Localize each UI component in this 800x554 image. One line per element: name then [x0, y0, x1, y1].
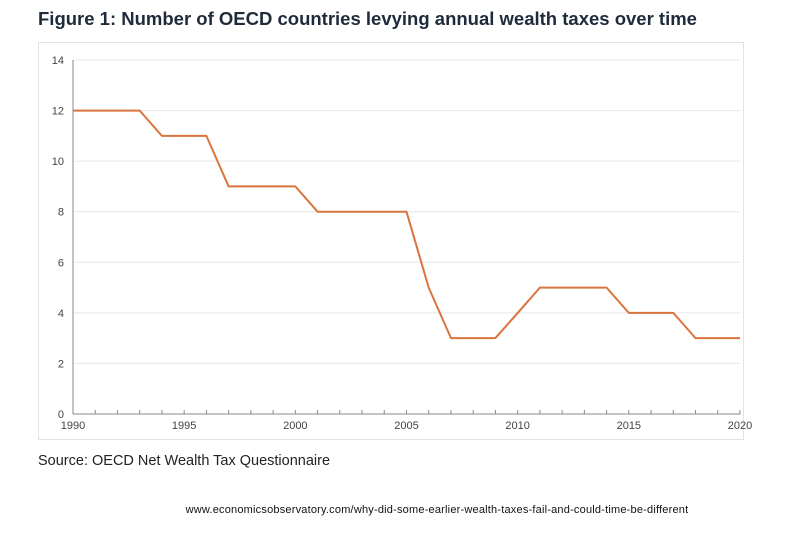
figure-title: Figure 1: Number of OECD countries levyi… — [38, 8, 697, 29]
x-tick-label: 2000 — [283, 420, 307, 432]
y-tick-label: 2 — [58, 358, 64, 370]
y-tick-label: 12 — [52, 106, 64, 118]
x-tick-label: 2020 — [728, 420, 752, 432]
y-tick-label: 14 — [52, 55, 64, 67]
x-tick-label: 2005 — [394, 420, 418, 432]
x-tick-label: 2010 — [505, 420, 529, 432]
y-tick-label: 10 — [52, 156, 64, 168]
y-tick-label: 8 — [58, 207, 64, 219]
source-note: Source: OECD Net Wealth Tax Questionnair… — [38, 453, 331, 469]
y-tick-label: 4 — [58, 308, 64, 320]
x-tick-label: 1995 — [172, 420, 196, 432]
x-tick-label: 1990 — [61, 420, 85, 432]
source-url: www.economicsobservatory.com/why-did-som… — [185, 504, 689, 516]
data-line — [73, 109, 740, 340]
x-tick-label: 2015 — [617, 420, 641, 432]
y-tick-label: 0 — [58, 409, 64, 421]
chart-frame — [38, 42, 744, 440]
y-tick-label: 6 — [58, 257, 64, 269]
